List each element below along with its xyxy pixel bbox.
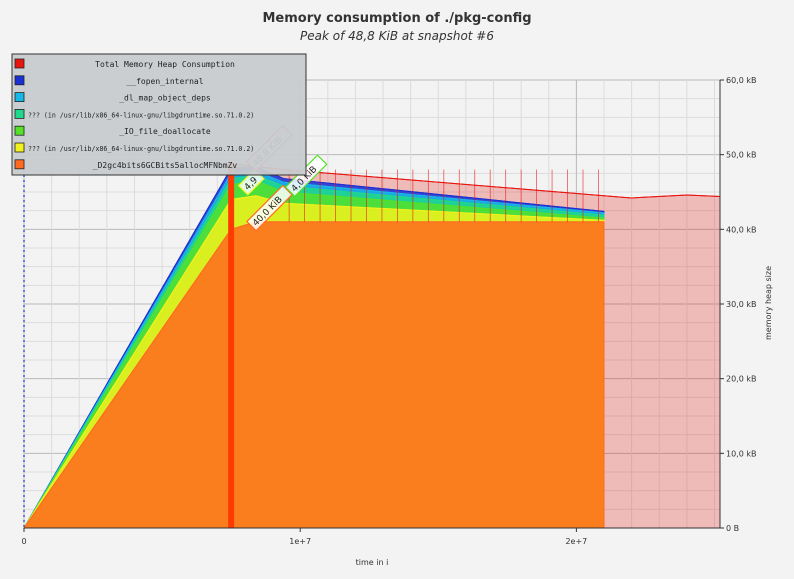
legend-swatch bbox=[14, 125, 25, 136]
y-axis-label: memory heap size bbox=[764, 266, 773, 340]
legend-label: _dl_map_object_deps bbox=[119, 94, 211, 103]
x-axis-label: time in i bbox=[356, 558, 389, 567]
legend-box bbox=[11, 53, 307, 176]
x-tick-label: 2e+7 bbox=[565, 537, 587, 546]
y-tick-label: 30,0 kB bbox=[726, 300, 756, 309]
y-tick-label: 20,0 kB bbox=[726, 375, 756, 384]
y-tick-label: 60,0 kB bbox=[726, 76, 756, 85]
legend-label: Total Memory Heap Consumption bbox=[95, 60, 235, 69]
legend-swatch bbox=[14, 159, 25, 170]
y-tick-label: 10,0 kB bbox=[726, 449, 756, 458]
legend-swatch bbox=[14, 92, 25, 102]
y-tick-label: 0 B bbox=[726, 524, 739, 533]
y-tick-label: 50,0 kB bbox=[726, 151, 756, 160]
peak-bar bbox=[228, 163, 235, 529]
series-line-5 bbox=[23, 195, 605, 529]
legend-swatch bbox=[14, 58, 25, 69]
chart-title: Memory consumption of ./pkg-config bbox=[262, 11, 531, 26]
legend: Total Memory Heap Consumption __fopen_int… bbox=[11, 53, 307, 176]
legend-label: ??? (in /usr/lib/x86_64-linux-gnu/libgdr… bbox=[28, 145, 254, 153]
legend-label: ??? (in /usr/lib/x86_64-linux-gnu/libgdr… bbox=[28, 111, 254, 119]
x-tick-label: 1e+7 bbox=[289, 537, 311, 546]
legend-label: _IO_file_doallocate bbox=[119, 127, 211, 136]
x-tick-label: 0 bbox=[21, 537, 26, 546]
legend-swatch bbox=[14, 109, 25, 119]
annotation-box bbox=[246, 184, 293, 232]
total-spikes bbox=[23, 80, 599, 529]
chart-subtitle: Peak of 48,8 KiB at snapshot #6 bbox=[300, 29, 494, 43]
legend-label: _D2gc4bits6GCBits5allocMFNbmZv bbox=[93, 161, 238, 170]
legend-swatch bbox=[14, 75, 25, 86]
y-tick-label: 40,0 kB bbox=[726, 225, 756, 234]
legend-label: __fopen_internal bbox=[126, 77, 203, 86]
legend-swatch bbox=[14, 142, 25, 153]
axes: 0 1e+7 2e+7 0 B 10,0 kB 20,0 kB 30,0 kB 40,0 kB… bbox=[21, 76, 756, 546]
series-areas bbox=[23, 163, 721, 529]
